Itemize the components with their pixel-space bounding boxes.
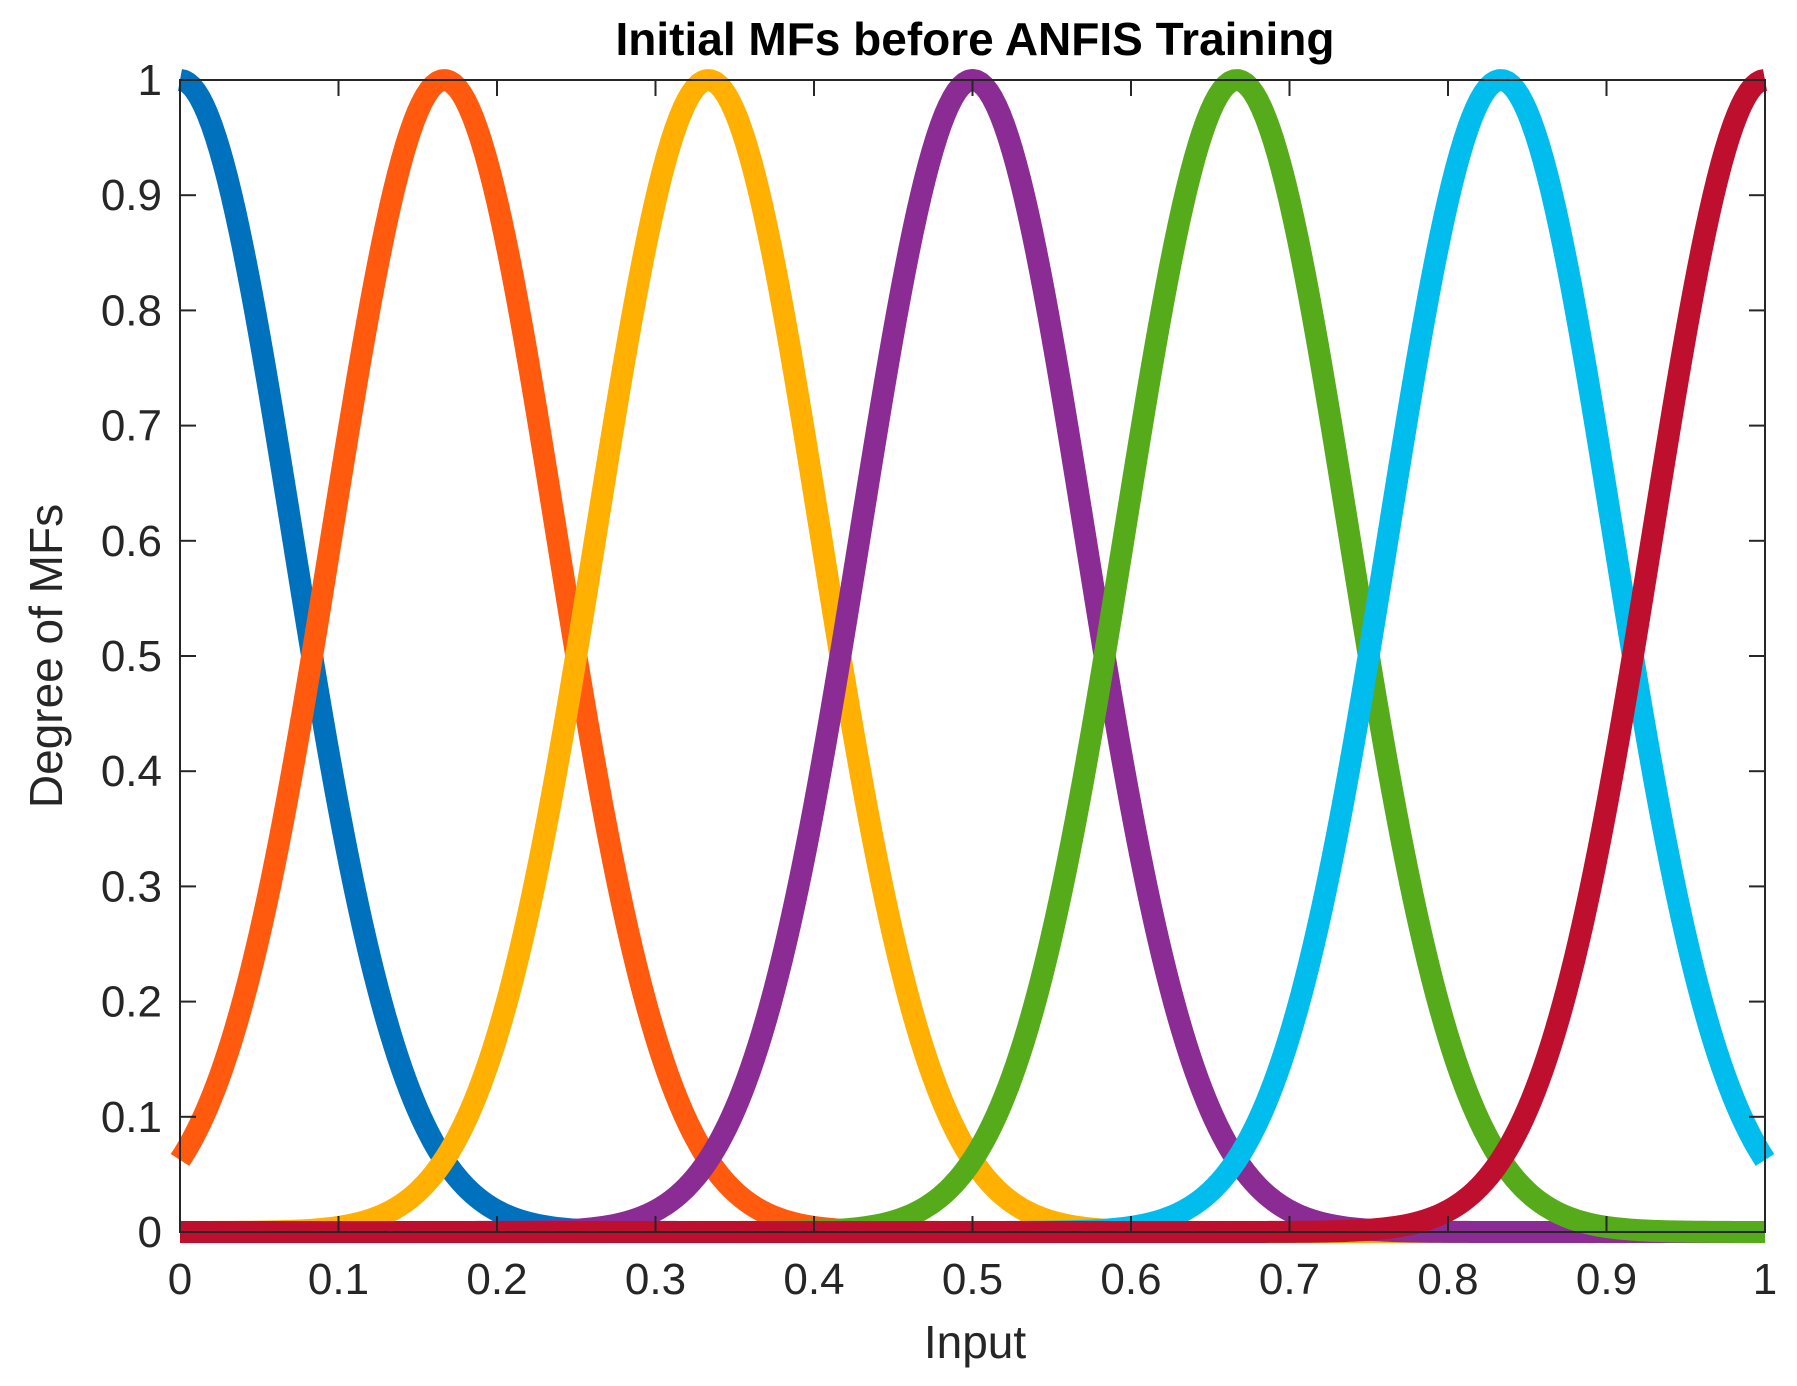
y-tick-label: 0.6 [101,517,162,566]
y-tick-label: 0.3 [101,862,162,911]
y-tick-label: 0.2 [101,978,162,1027]
y-axis-label: Degree of MFs [20,504,72,808]
x-tick-labels: 0 0.1 0.2 0.3 0.4 0.5 0.6 0.7 0.8 0.9 1 [168,1255,1777,1304]
y-tick-label: 0 [138,1208,162,1257]
y-tick-label: 0.9 [101,171,162,220]
x-tick-label: 1 [1753,1255,1777,1304]
y-tick-label: 0.5 [101,632,162,681]
y-tick-label: 1 [138,56,162,105]
y-tick-labels: 0 0.1 0.2 0.3 0.4 0.5 0.6 0.7 0.8 0.9 1 [101,56,162,1257]
chart-title: Initial MFs before ANFIS Training [615,13,1334,65]
x-tick-label: 0.8 [1417,1255,1478,1304]
x-tick-label: 0.7 [1259,1255,1320,1304]
y-tick-label: 0.7 [101,402,162,451]
axis-ticks [179,79,1766,1233]
y-tick-label: 0.8 [101,286,162,335]
x-tick-label: 0 [168,1255,192,1304]
x-tick-label: 0.2 [466,1255,527,1304]
x-tick-label: 0.4 [783,1255,844,1304]
x-tick-label: 0.1 [308,1255,369,1304]
x-tick-label: 0.9 [1576,1255,1637,1304]
x-axis-label: Input [924,1316,1027,1368]
x-tick-label: 0.6 [1100,1255,1161,1304]
y-tick-label: 0.4 [101,747,162,796]
y-tick-label: 0.1 [101,1093,162,1142]
x-tick-label: 0.3 [625,1255,686,1304]
x-tick-label: 0.5 [942,1255,1003,1304]
